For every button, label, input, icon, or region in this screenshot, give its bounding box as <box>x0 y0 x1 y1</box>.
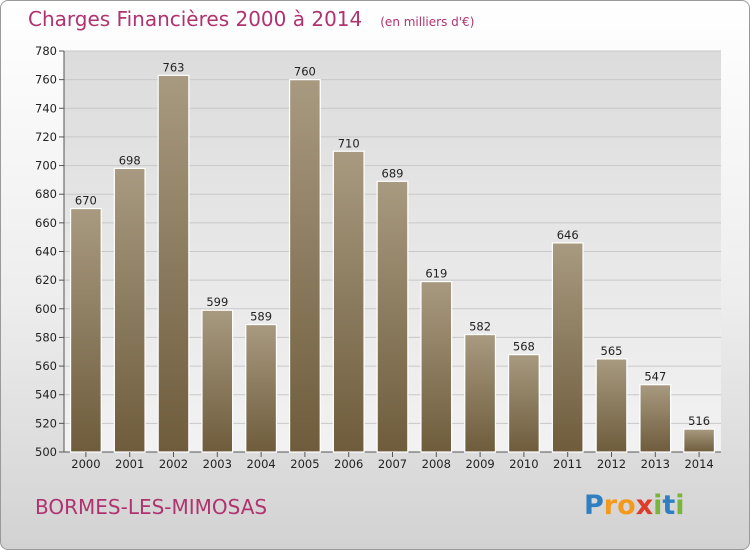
chart-title: Charges Financières 2000 à 2014 (en milli… <box>28 7 474 31</box>
x-tick-label-2010: 2010 <box>509 457 538 471</box>
y-tick-label: 560 <box>35 359 57 373</box>
x-tick-label-2011: 2011 <box>553 457 582 471</box>
y-tick-label: 500 <box>35 445 57 459</box>
x-tick-label-2014: 2014 <box>684 457 713 471</box>
bar-2004 <box>245 323 278 453</box>
x-tick-label-2000: 2000 <box>71 457 100 471</box>
bar-2003 <box>201 309 234 453</box>
x-tick-label-2012: 2012 <box>597 457 626 471</box>
x-tick-label-2013: 2013 <box>641 457 670 471</box>
chart-unit: (en milliers d'€) <box>380 15 475 29</box>
value-label-2003: 599 <box>206 295 228 309</box>
bar-2009 <box>464 333 497 453</box>
y-tick-label: 600 <box>35 302 57 316</box>
y-tick-label: 720 <box>35 130 57 144</box>
y-tick-label: 760 <box>35 73 57 87</box>
svg-text:Proxiti: Proxiti <box>584 490 685 521</box>
y-tick-label: 680 <box>35 187 57 201</box>
x-tick-label-2002: 2002 <box>159 457 188 471</box>
value-label-2001: 698 <box>119 153 141 167</box>
x-tick-label-2009: 2009 <box>465 457 494 471</box>
bar-2000 <box>69 207 102 453</box>
y-tick-label: 700 <box>35 159 57 173</box>
y-tick-label: 780 <box>35 44 57 58</box>
x-tick-label-2003: 2003 <box>203 457 232 471</box>
value-label-2002: 763 <box>163 60 185 74</box>
bar-2012 <box>595 358 628 453</box>
bar-2011 <box>551 242 584 453</box>
bar-2007 <box>376 180 409 453</box>
y-tick-label: 660 <box>35 216 57 230</box>
y-tick-label: 620 <box>35 273 57 287</box>
bar-2005 <box>288 79 321 453</box>
x-tick-label-2006: 2006 <box>334 457 363 471</box>
chart-title-text: Charges Financières 2000 à 2014 <box>28 7 363 31</box>
commune-name: BORMES-LES-MIMOSAS <box>35 495 268 519</box>
value-label-2007: 689 <box>382 166 404 180</box>
value-label-2000: 670 <box>75 194 97 208</box>
y-tick-label: 640 <box>35 245 57 259</box>
value-label-2011: 646 <box>557 228 579 242</box>
bar-2006 <box>332 150 365 453</box>
value-label-2008: 619 <box>425 267 447 281</box>
bar-2014 <box>683 428 716 453</box>
value-label-2012: 565 <box>601 344 623 358</box>
bar-2013 <box>639 384 672 453</box>
x-tick-label-2008: 2008 <box>422 457 451 471</box>
y-tick-label: 540 <box>35 388 57 402</box>
bar-2002 <box>157 74 190 453</box>
x-tick-label-2007: 2007 <box>378 457 407 471</box>
value-label-2009: 582 <box>469 320 491 334</box>
x-tick-label-2005: 2005 <box>290 457 319 471</box>
value-label-2005: 760 <box>294 65 316 79</box>
x-tick-label-2004: 2004 <box>246 457 275 471</box>
value-label-2014: 516 <box>688 414 710 428</box>
value-label-2013: 547 <box>644 370 666 384</box>
proxiti-logo: Proxiti <box>584 490 685 521</box>
value-label-2006: 710 <box>338 136 360 150</box>
y-tick-label: 520 <box>35 416 57 430</box>
x-tick-label-2001: 2001 <box>115 457 144 471</box>
value-label-2004: 589 <box>250 310 272 324</box>
bar-2010 <box>507 354 540 453</box>
y-tick-label: 580 <box>35 330 57 344</box>
bar-2008 <box>420 280 453 453</box>
y-tick-label: 740 <box>35 101 57 115</box>
value-label-2010: 568 <box>513 340 535 354</box>
bar-2001 <box>113 167 146 453</box>
